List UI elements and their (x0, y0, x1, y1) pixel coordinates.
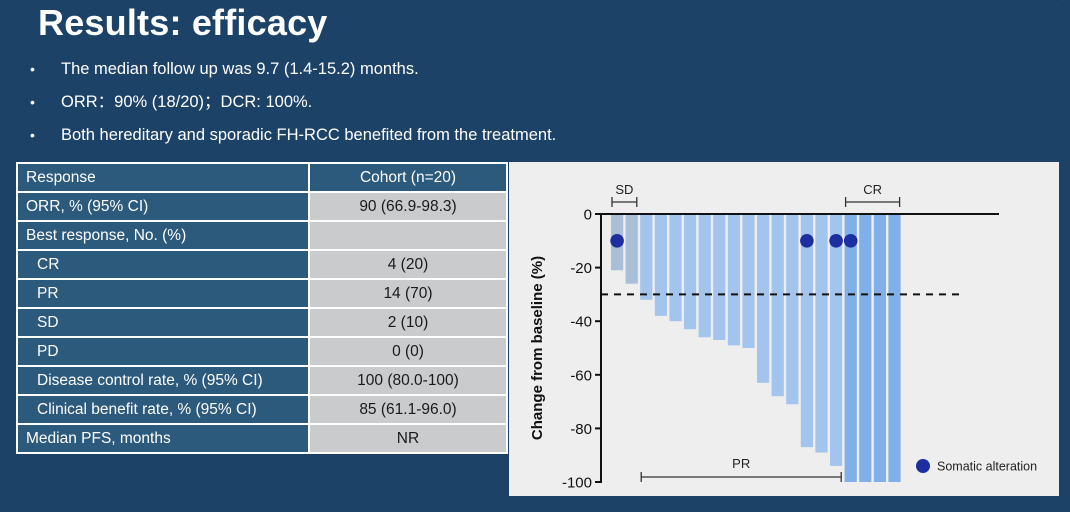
y-tick-label: -60 (570, 367, 592, 384)
waterfall-bar (727, 214, 740, 346)
row-label-text: Best response, No. (%) (26, 226, 187, 244)
bullet-list: The median follow up was 9.7 (1.4-15.2) … (30, 58, 556, 157)
header-response: Response (16, 162, 310, 193)
waterfall-bar (873, 214, 886, 482)
legend-marker (916, 459, 930, 473)
row-value: 85 (61.1-96.0) (308, 394, 508, 425)
somatic-marker (829, 234, 843, 248)
table-row: SD 2 (10) (16, 307, 508, 338)
y-tick-label: 0 (584, 207, 592, 224)
waterfall-bar (786, 214, 799, 405)
row-label-text: Clinical benefit rate, % (95% CI) (37, 400, 257, 418)
row-label-text: ORR, % (95% CI) (26, 197, 149, 215)
waterfall-bar (669, 214, 682, 322)
waterfall-bar (844, 214, 857, 482)
waterfall-bar (654, 214, 667, 316)
row-label: Clinical benefit rate, % (95% CI) (16, 394, 310, 425)
row-value: 0 (0) (308, 336, 508, 367)
row-label: Median PFS, months (16, 423, 310, 454)
y-tick-label: -80 (570, 421, 592, 438)
row-label: PR (16, 278, 310, 309)
row-value: 2 (10) (308, 307, 508, 338)
table-row: PR 14 (70) (16, 278, 508, 309)
slide-title: Results: efficacy (38, 2, 328, 43)
waterfall-bar (771, 214, 784, 397)
waterfall-bar (698, 214, 711, 338)
bracket-label: CR (863, 182, 882, 197)
legend-label: Somatic alteration (937, 460, 1037, 474)
waterfall-bar (713, 214, 726, 340)
waterfall-chart: 0 -20 -40 -60 -80 -100 Change from baseline (%… (529, 182, 1037, 492)
row-label-text: SD (37, 313, 59, 331)
waterfall-bar (830, 214, 843, 466)
row-value: 100 (80.0-100) (308, 365, 508, 396)
table-row: Median PFS, months NR (16, 423, 508, 454)
row-value: 90 (66.9-98.3) (308, 191, 508, 222)
table-row: CR 4 (20) (16, 249, 508, 280)
row-label: ORR, % (95% CI) (16, 191, 310, 222)
somatic-marker (800, 234, 814, 248)
somatic-marker (610, 234, 624, 248)
row-value: 4 (20) (308, 249, 508, 280)
table-row: Disease control rate, % (95% CI) 100 (80… (16, 365, 508, 396)
row-label: PD (16, 336, 310, 367)
bullet-benefit: Both hereditary and sporadic FH-RCC bene… (30, 124, 556, 157)
row-label-text: Disease control rate, % (95% CI) (37, 371, 263, 389)
y-tick-label: -40 (570, 314, 592, 331)
waterfall-bar (640, 214, 653, 300)
row-label-text: CR (37, 255, 60, 273)
waterfall-chart-panel: 0 -20 -40 -60 -80 -100 Change from baseline (%… (509, 162, 1059, 496)
table-row: Clinical benefit rate, % (95% CI) 85 (61… (16, 394, 508, 425)
row-label-text: PD (37, 342, 59, 360)
waterfall-bar (625, 214, 638, 284)
bullet-orr-dcr: ORR：90% (18/20)；DCR: 100%. (30, 91, 556, 124)
header-cohort: Cohort (n=20) (308, 162, 508, 193)
bullet-follow-up: The median follow up was 9.7 (1.4-15.2) … (30, 58, 556, 91)
waterfall-bar (757, 214, 770, 383)
header-response-label: Response (26, 168, 96, 186)
waterfall-bar (859, 214, 872, 482)
y-axis-label: Change from baseline (%) (529, 256, 546, 440)
row-label: SD (16, 307, 310, 338)
table-row: PD 0 (0) (16, 336, 508, 367)
corner-glyph: ° (1061, 0, 1066, 8)
waterfall-bar (742, 214, 755, 348)
waterfall-bar (888, 214, 901, 482)
waterfall-bar (800, 214, 813, 448)
row-value: 14 (70) (308, 278, 508, 309)
table-row: ORR, % (95% CI) 90 (66.9-98.3) (16, 191, 508, 222)
row-label: Disease control rate, % (95% CI) (16, 365, 310, 396)
y-tick-label: -100 (562, 475, 592, 492)
row-label-text: Median PFS, months (26, 429, 171, 447)
row-value (308, 220, 508, 251)
bracket-label: SD (615, 182, 633, 197)
bracket-label: PR (732, 456, 750, 471)
row-label-text: PR (37, 284, 59, 302)
y-tick-label: -20 (570, 260, 592, 277)
waterfall-bar (815, 214, 828, 453)
row-label: CR (16, 249, 310, 280)
table-header-row: Response Cohort (n=20) (16, 162, 508, 193)
somatic-marker (843, 234, 858, 248)
row-label: Best response, No. (%) (16, 220, 310, 251)
row-value: NR (308, 423, 508, 454)
waterfall-bar (684, 214, 697, 330)
table-row: Best response, No. (%) (16, 220, 508, 251)
response-table: Response Cohort (n=20) ORR, % (95% CI) 9… (16, 162, 508, 454)
